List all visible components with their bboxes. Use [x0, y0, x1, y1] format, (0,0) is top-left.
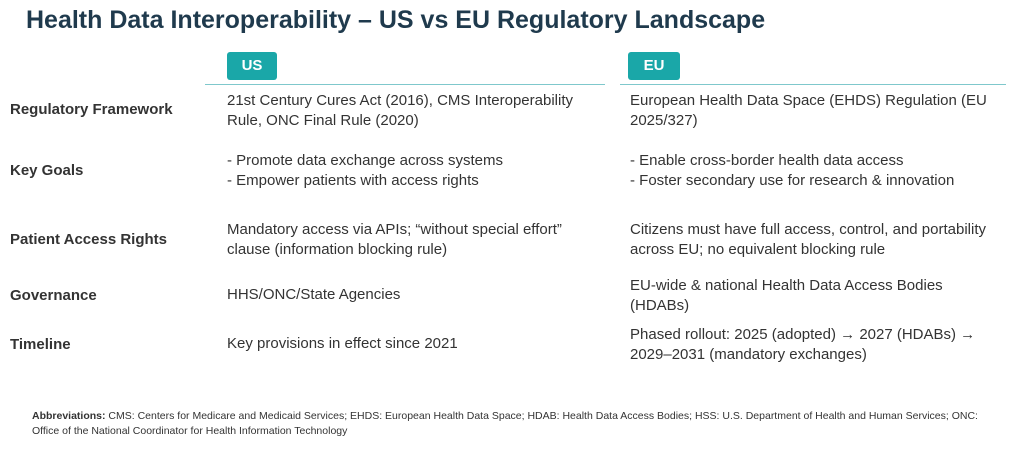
cell-line: European Health Data Space (EHDS) Regula…: [630, 92, 987, 109]
eu-cell-governance: EU-wide & national Health Data Access Bo…: [630, 276, 1010, 316]
us-cell-governance: HHS/ONC/State Agencies: [227, 285, 607, 305]
eu-cell-regulatory-framework: European Health Data Space (EHDS) Regula…: [630, 91, 1010, 131]
cell-line: - Empower patients with access rights: [227, 172, 479, 189]
eu-cell-timeline: Phased rollout: 2025 (adopted) → 2027 (H…: [630, 325, 1010, 365]
cell-line: Mandatory access via APIs; “without spec…: [227, 221, 562, 238]
us-header-rule: [205, 84, 605, 85]
cell-line: Citizens must have full access, control,…: [630, 221, 986, 238]
cell-line: 21st Century Cures Act (2016), CMS Inter…: [227, 92, 573, 109]
cell-line: across EU; no equivalent blocking rule: [630, 241, 886, 258]
us-cell-regulatory-framework: 21st Century Cures Act (2016), CMS Inter…: [227, 91, 607, 131]
page-title: Health Data Interoperability – US vs EU …: [26, 6, 766, 34]
row-label-patient-access-rights: Patient Access Rights: [10, 231, 167, 248]
cell-line: - Foster secondary use for research & in…: [630, 172, 955, 189]
cell-line: Rule, ONC Final Rule (2020): [227, 112, 419, 129]
footnote-text: CMS: Centers for Medicare and Medicaid S…: [32, 410, 978, 437]
eu-header-rule: [620, 84, 1006, 85]
eu-cell-key-goals: - Enable cross-border health data access…: [630, 151, 1010, 191]
eu-cell-patient-access-rights: Citizens must have full access, control,…: [630, 220, 1010, 260]
cell-line: Key provisions in effect since 2021: [227, 335, 458, 352]
cell-line: (HDABs): [630, 297, 690, 314]
us-column-header: US: [227, 52, 277, 80]
row-label-timeline: Timeline: [10, 336, 71, 353]
eu-column-header: EU: [628, 52, 680, 80]
cell-line: EU-wide & national Health Data Access Bo…: [630, 277, 943, 294]
us-cell-timeline: Key provisions in effect since 2021: [227, 334, 607, 354]
row-label-governance: Governance: [10, 287, 97, 304]
cell-line: Phased rollout: 2025 (adopted) → 2027 (H…: [630, 326, 976, 343]
cell-line: - Promote data exchange across systems: [227, 152, 503, 169]
us-cell-key-goals: - Promote data exchange across systems -…: [227, 151, 607, 191]
cell-line: clause (information blocking rule): [227, 241, 448, 258]
row-label-key-goals: Key Goals: [10, 162, 84, 179]
abbreviations-footnote: Abbreviations: CMS: Centers for Medicare…: [32, 409, 992, 439]
us-cell-patient-access-rights: Mandatory access via APIs; “without spec…: [227, 220, 607, 260]
footnote-label: Abbreviations:: [32, 410, 106, 422]
cell-line: 2025/327): [630, 112, 698, 129]
cell-line: 2029–2031 (mandatory exchanges): [630, 346, 867, 363]
cell-line: - Enable cross-border health data access: [630, 152, 904, 169]
row-label-regulatory-framework: Regulatory Framework: [10, 101, 173, 118]
cell-line: HHS/ONC/State Agencies: [227, 286, 401, 303]
